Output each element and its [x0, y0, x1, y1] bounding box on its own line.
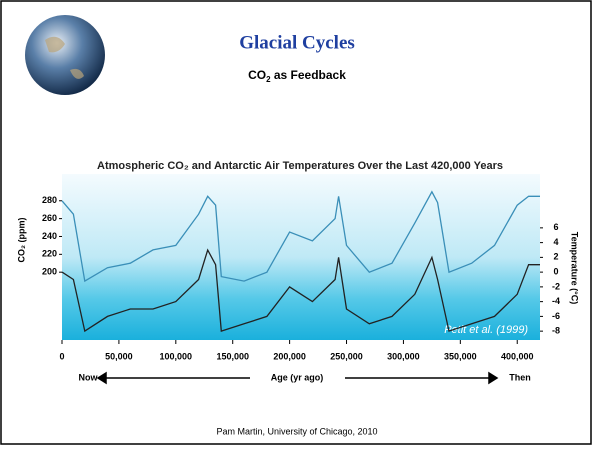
- y2-tick-label: -6: [552, 311, 560, 321]
- y2-tick-label: -8: [552, 326, 560, 336]
- x-tick-label: 100,000: [160, 351, 193, 361]
- y-tick-label: 280: [42, 195, 57, 205]
- y2-tick-label: 6: [553, 222, 558, 232]
- y2-tick-label: -2: [552, 281, 560, 291]
- plot-background: [62, 174, 540, 340]
- slide-subtitle: CO2 as Feedback: [248, 68, 346, 84]
- earth-image: [25, 15, 105, 95]
- subtitle-sub: 2: [266, 75, 271, 84]
- earth-land: [45, 36, 84, 79]
- series-line: [61, 190, 540, 283]
- y-tick-label: 200: [42, 267, 57, 277]
- x-axis-label: Age (yr ago): [271, 372, 324, 382]
- x-tick-label: 50,000: [105, 351, 133, 361]
- y2-axis-label: Temperature (°C): [570, 232, 580, 304]
- age-arrows: [96, 371, 499, 385]
- series-line: [61, 248, 540, 333]
- x-start-label: Now: [79, 372, 99, 382]
- x-tick-label: 0: [59, 351, 64, 361]
- x-tick-label: 350,000: [444, 351, 477, 361]
- subtitle-main: CO: [248, 68, 266, 82]
- y-axis-label: CO₂ (ppm): [16, 218, 26, 263]
- x-tick-label: 250,000: [330, 351, 363, 361]
- x-tick-label: 400,000: [501, 351, 534, 361]
- y2-tick-label: 4: [553, 237, 558, 247]
- y-tick-label: 260: [42, 213, 57, 223]
- y-tick-label: 220: [42, 249, 57, 259]
- x-end-label: Then: [509, 372, 531, 382]
- x-tick-label: 150,000: [216, 351, 249, 361]
- slide-title: Glacial Cycles: [239, 32, 355, 53]
- subtitle-rest: as Feedback: [271, 68, 347, 82]
- y2-tick-label: 0: [553, 266, 558, 276]
- y-tick-label: 240: [42, 231, 57, 241]
- y2-tick-label: -4: [552, 296, 560, 306]
- y2-tick-label: 2: [553, 252, 558, 262]
- chart-title: Atmospheric CO₂ and Antarctic Air Temper…: [97, 160, 503, 172]
- x-tick-label: 300,000: [387, 351, 420, 361]
- slide-footer: Pam Martin, University of Chicago, 2010: [216, 426, 377, 436]
- x-tick-label: 200,000: [273, 351, 306, 361]
- annotation: Petit et al. (1999): [444, 324, 528, 336]
